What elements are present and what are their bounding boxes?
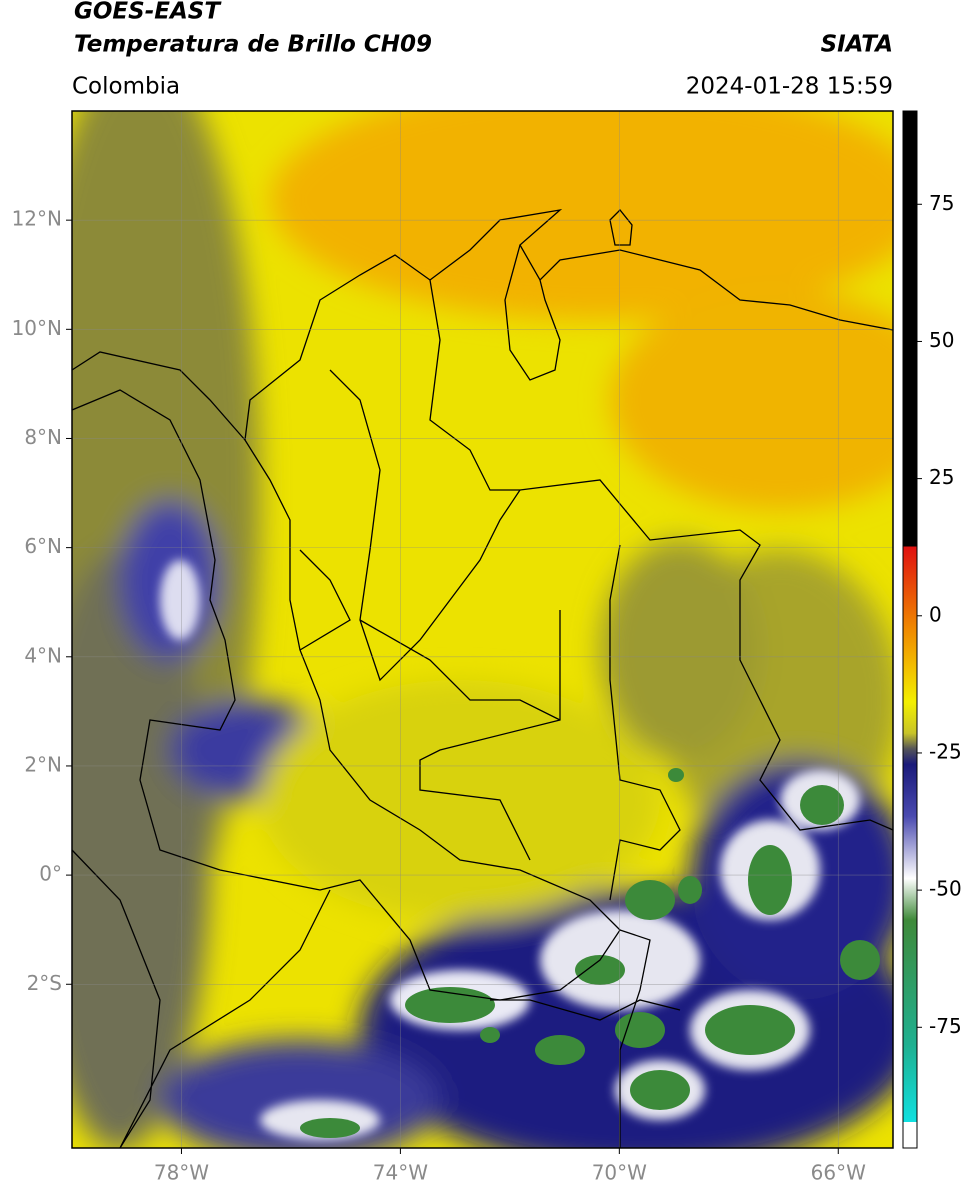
colorbar-tick-label: 75 [929,191,954,215]
satellite-image [72,111,893,1148]
colorbar-tick-label: -75 [929,1014,962,1038]
title: GOES-EAST [74,0,222,25]
y-tick-label: 4°N [24,643,62,667]
colorbar-tick-label: -25 [929,739,962,763]
subtitle: Temperatura de Brillo CH09 [74,32,432,58]
y-tick-label: 6°N [24,534,62,558]
borders [72,208,893,1148]
source: SIATA [821,32,893,58]
colorbar-tick-label: -50 [929,877,962,901]
colorbar-tick-label: 0 [929,602,942,626]
colorbar [902,110,918,1149]
colorbar-tick-label: 25 [929,465,954,489]
y-tick-label: 12°N [12,207,62,231]
map-frame [71,110,894,1149]
y-tick-label: 0° [39,862,62,886]
graticule [72,111,893,1148]
datetime: 2024-01-28 15:59 [686,74,893,100]
x-tick-label: 66°W [811,1161,866,1185]
y-tick-label: 2°S [27,971,62,995]
x-tick-label: 74°W [373,1161,428,1185]
x-tick-label: 70°W [592,1161,647,1185]
colorbar-tick-label: 50 [929,328,954,352]
y-tick-label: 10°N [12,316,62,340]
y-tick-label: 8°N [24,425,62,449]
y-tick-label: 2°N [24,752,62,776]
region: Colombia [72,74,180,100]
x-tick-label: 78°W [154,1161,209,1185]
